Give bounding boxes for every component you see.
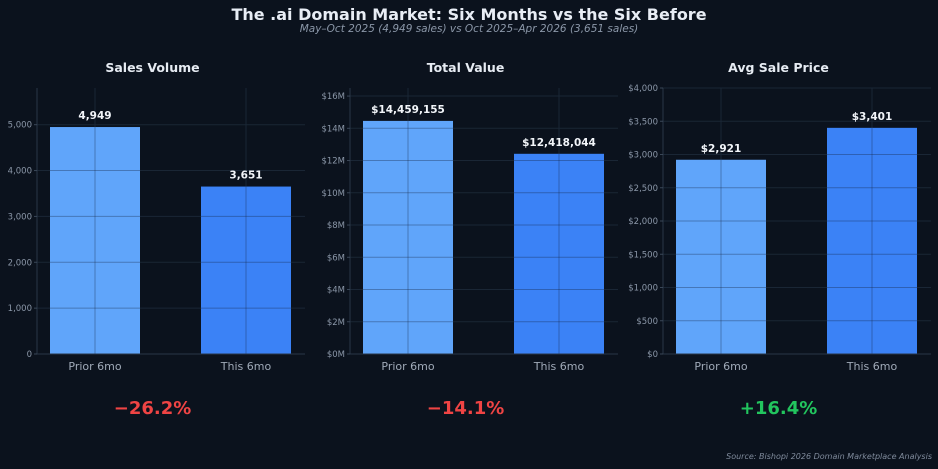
category-label: This 6mo: [533, 360, 585, 373]
bar: [50, 127, 140, 354]
category-label: This 6mo: [846, 360, 898, 373]
y-tick-label: $2,500: [628, 184, 658, 194]
data-label: $14,459,155: [371, 104, 445, 116]
y-tick-label: 3,000: [8, 212, 32, 222]
y-tick-label: $2,000: [628, 217, 658, 227]
panel-title: Sales Volume: [105, 60, 200, 75]
y-tick-label: $2M: [327, 318, 345, 328]
y-tick-label: $3,000: [628, 151, 658, 161]
panel-title: Total Value: [426, 60, 505, 75]
data-label: 3,651: [229, 170, 262, 182]
source-note: Source: Bishopi 2026 Domain Marketplace …: [726, 452, 932, 461]
y-tick-label: $14M: [321, 124, 345, 134]
y-tick-label: 1,000: [8, 304, 32, 314]
y-tick-label: $0: [647, 350, 658, 360]
category-label: This 6mo: [220, 360, 272, 373]
total-value-chart: $14,459,155 Prior 6mo $12,418,044 This 6mo $…: [321, 88, 618, 373]
sales-volume-chart: 4,949 Prior 6mo 3,651 This 6mo 0 1,000 2,000 3,…: [8, 88, 305, 373]
y-tick-label: $0M: [327, 350, 345, 360]
bar: [514, 153, 604, 354]
y-tick-label: $8M: [327, 221, 345, 231]
change-indicator: +16.4%: [739, 398, 818, 419]
y-tick-label: $4M: [327, 286, 345, 296]
y-tick-label: $12M: [321, 157, 345, 167]
category-label: Prior 6mo: [381, 360, 434, 373]
avg-sale-price-chart: $2,921 Prior 6mo $3,401 This 6mo $0 $500 $1,00…: [628, 84, 931, 373]
y-tick-label: 5,000: [8, 121, 32, 131]
sales-volume-panel: Sales Volume 4,949 Prior 6mo 3,651 This 6mo…: [0, 0, 305, 469]
total-value-panel: Total Value $14,459,155 Prior 6mo $12,418,…: [313, 0, 618, 469]
panel-title: Avg Sale Price: [728, 60, 829, 75]
bar: [363, 120, 453, 354]
y-tick-label: $500: [636, 317, 658, 327]
y-tick-label: $1,500: [628, 250, 658, 260]
page-subtitle: May–Oct 2025 (4,949 sales) vs Oct 2025–A…: [299, 23, 639, 35]
bar: [676, 159, 766, 354]
data-label: $12,418,044: [522, 137, 596, 149]
data-label: 4,949: [78, 110, 111, 122]
category-label: Prior 6mo: [694, 360, 747, 373]
data-label: $2,921: [701, 143, 742, 155]
y-tick-label: 0: [27, 350, 32, 360]
y-tick-label: $16M: [321, 92, 345, 102]
data-label: $3,401: [852, 111, 893, 123]
bar: [827, 127, 917, 355]
page-title: The .ai Domain Market: Six Months vs the…: [231, 5, 707, 24]
avg-sale-price-panel: Avg Sale Price $2,921 Prior 6mo $3,401 This…: [626, 0, 931, 469]
y-tick-label: 4,000: [8, 167, 32, 177]
y-tick-label: $4,000: [628, 84, 658, 94]
y-tick-label: $6M: [327, 253, 345, 263]
y-tick-label: $1,000: [628, 284, 658, 294]
y-tick-label: 2,000: [8, 258, 32, 268]
change-indicator: −26.2%: [113, 398, 192, 419]
bar: [201, 186, 291, 354]
y-tick-label: $10M: [321, 189, 345, 199]
change-indicator: −14.1%: [426, 398, 505, 419]
category-label: Prior 6mo: [68, 360, 121, 373]
y-tick-label: $3,500: [628, 117, 658, 127]
